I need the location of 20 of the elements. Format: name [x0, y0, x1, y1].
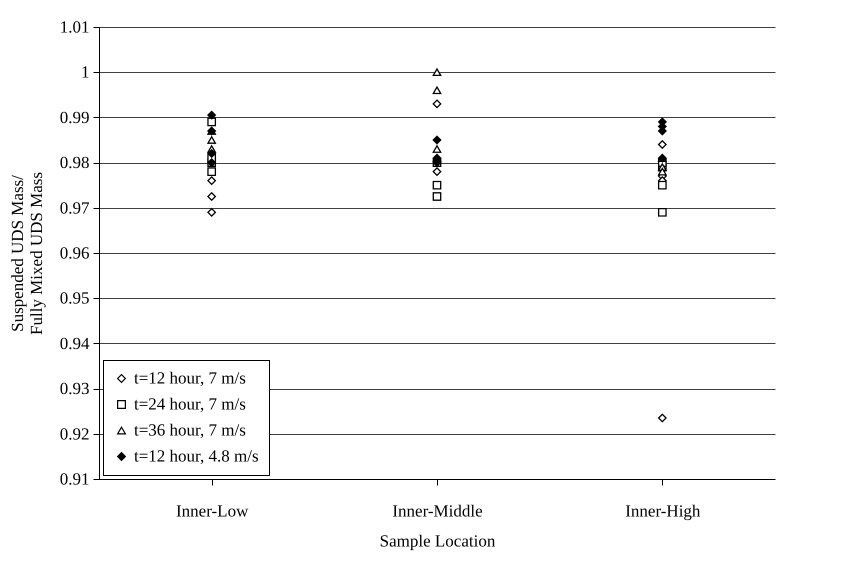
y-tick-label: 0.97	[60, 198, 90, 218]
y-tick-label: 0.98	[60, 153, 90, 172]
y-tick-label: 0.94	[60, 334, 90, 353]
legend-label: t=36 hour, 7 m/s	[134, 420, 246, 440]
y-tick-label: 0.95	[60, 288, 90, 308]
x-axis-title: Sample Location	[380, 532, 496, 550]
y-tick-label: 0.91	[60, 470, 90, 488]
x-tick-label: Inner-High	[625, 502, 701, 520]
legend-label: t=12 hour, 7 m/s	[134, 368, 246, 388]
legend-label: t=12 hour, 4.8 m/s	[134, 446, 259, 466]
x-tick-label: Inner-Middle	[392, 502, 483, 520]
legend-label: t=24 hour, 7 m/s	[134, 394, 246, 414]
y-tick-label: 1	[81, 62, 90, 82]
y-axis-title: Suspended UDS Mass/ Fully Mixed UDS Mass	[8, 172, 46, 335]
y-tick-label: 1.01	[60, 18, 90, 36]
x-tick-label: Inner-Low	[176, 502, 250, 520]
y-tick-label: 0.92	[60, 424, 90, 444]
y-tick-label: 0.93	[60, 379, 90, 398]
y-tick-label: 0.99	[60, 108, 90, 127]
y-tick-label: 0.96	[60, 244, 90, 262]
